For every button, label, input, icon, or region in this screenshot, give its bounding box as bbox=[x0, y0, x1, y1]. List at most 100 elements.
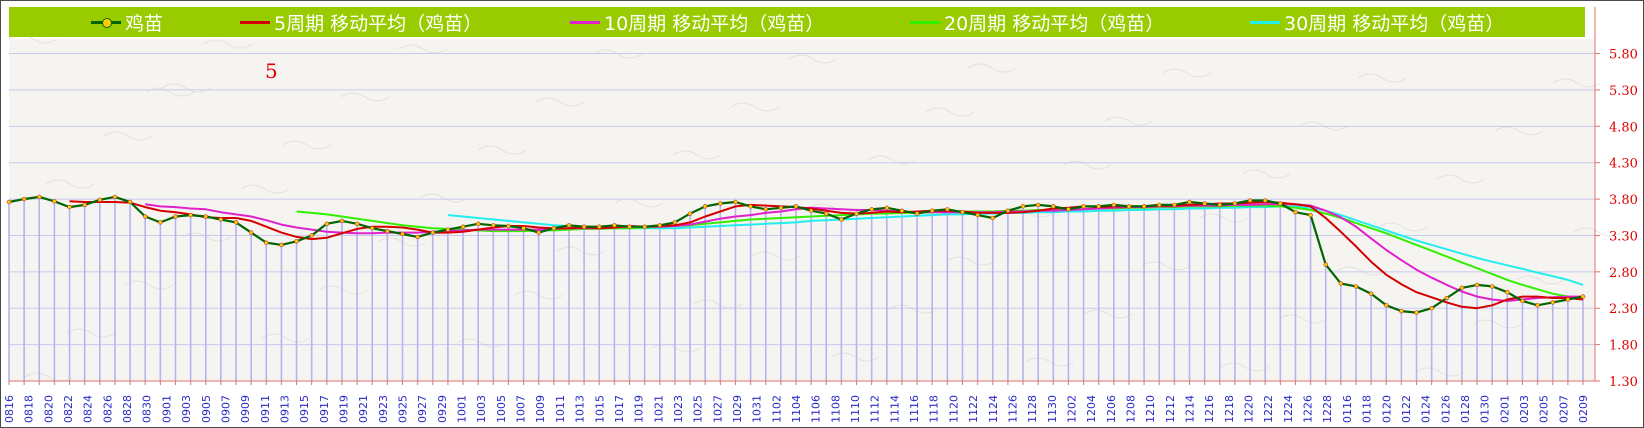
series-marker bbox=[793, 204, 799, 209]
x-tick-label: 1021 bbox=[652, 395, 665, 423]
x-tick-label: 1128 bbox=[1026, 395, 1039, 423]
x-tick-label: 1212 bbox=[1164, 395, 1177, 423]
y-tick-label: 3.80 bbox=[1609, 193, 1638, 208]
x-tick-label: 0824 bbox=[82, 395, 95, 423]
series-marker bbox=[930, 208, 935, 213]
series-marker bbox=[415, 234, 420, 240]
x-tick-label: 1009 bbox=[534, 395, 547, 423]
x-tick-label: 0816 bbox=[3, 395, 16, 423]
series-marker bbox=[612, 223, 617, 228]
x-tick-label: 1220 bbox=[1243, 395, 1256, 423]
legend-item-4: 30周期 移动平均（鸡苗） bbox=[1250, 7, 1504, 37]
x-tick-label: 1003 bbox=[475, 395, 488, 423]
series-marker bbox=[475, 221, 481, 227]
y-tick-label: 4.30 bbox=[1609, 157, 1638, 172]
x-tick-label: 0909 bbox=[239, 395, 252, 423]
series-marker bbox=[21, 196, 27, 202]
x-tick-label: 1108 bbox=[829, 395, 842, 423]
y-tick-label: 1.30 bbox=[1609, 375, 1638, 390]
series-marker bbox=[1035, 202, 1041, 208]
x-tick-label: 0209 bbox=[1577, 395, 1590, 423]
x-tick-label: 1017 bbox=[613, 395, 626, 423]
series-marker bbox=[960, 209, 965, 215]
x-tick-label: 1011 bbox=[554, 395, 567, 423]
x-tick-label: 0122 bbox=[1400, 395, 1413, 423]
legend-swatch-4 bbox=[1250, 20, 1280, 24]
series-marker bbox=[1202, 201, 1207, 206]
series-marker bbox=[143, 214, 148, 219]
series-marker bbox=[1051, 204, 1056, 209]
y-tick-labels: 1.30 1.80 2.30 2.80 3.30 3.80 4.30 4.80 5.30 5.80 bbox=[1609, 48, 1638, 390]
x-tick-label: 0911 bbox=[259, 395, 272, 423]
series-marker bbox=[914, 211, 920, 216]
series-marker bbox=[990, 215, 995, 221]
legend-swatch-2 bbox=[570, 20, 600, 24]
x-tick-label: 1118 bbox=[928, 395, 941, 423]
series-marker bbox=[506, 223, 511, 229]
x-tick-label: 0822 bbox=[62, 395, 75, 423]
x-tick-label: 1122 bbox=[967, 395, 980, 423]
series-marker bbox=[824, 211, 829, 216]
x-tick-label: 1208 bbox=[1124, 395, 1137, 423]
series-marker bbox=[370, 225, 375, 231]
x-tick-label: 1214 bbox=[1184, 395, 1197, 423]
legend-item-1: 5周期 移动平均（鸡苗） bbox=[240, 7, 482, 37]
series-marker bbox=[460, 224, 466, 229]
x-tick-label: 1126 bbox=[1006, 395, 1019, 423]
x-tick-label: 0203 bbox=[1518, 395, 1531, 423]
x-tick-label: 1027 bbox=[711, 395, 724, 423]
x-tick-label: 1202 bbox=[1065, 395, 1078, 423]
series-marker bbox=[551, 225, 557, 231]
series-marker bbox=[279, 242, 284, 248]
legend-label-0: 鸡苗 bbox=[125, 12, 164, 35]
series-markers bbox=[6, 194, 1586, 315]
x-tick-label: 1013 bbox=[574, 395, 587, 423]
series-marker bbox=[1278, 201, 1283, 206]
x-tick-label: 0915 bbox=[298, 395, 311, 423]
series-marker bbox=[1066, 207, 1071, 212]
x-tick-label: 0818 bbox=[23, 395, 36, 423]
series-marker bbox=[1489, 284, 1495, 289]
x-tick-label: 1114 bbox=[888, 395, 901, 423]
x-tick-label: 1224 bbox=[1282, 395, 1295, 423]
plot-texture bbox=[8, 34, 1623, 382]
series-marker bbox=[854, 211, 859, 216]
series-marker bbox=[1126, 204, 1132, 209]
x-tick-label: 1222 bbox=[1262, 395, 1275, 423]
series-marker bbox=[1535, 303, 1540, 308]
series-marker bbox=[430, 230, 435, 235]
x-tick-label: 0205 bbox=[1538, 395, 1551, 423]
x-tick-label: 0826 bbox=[101, 395, 114, 423]
series-marker bbox=[1172, 202, 1177, 208]
series-marker bbox=[1338, 281, 1344, 286]
x-tick-label: 1210 bbox=[1144, 395, 1157, 423]
x-tick-label: 1025 bbox=[692, 395, 705, 423]
series-marker bbox=[1353, 284, 1359, 289]
series-marker bbox=[339, 218, 345, 224]
x-tick-label: 1015 bbox=[593, 395, 606, 423]
legend-item-2: 10周期 移动平均（鸡苗） bbox=[570, 7, 824, 37]
series-marker bbox=[718, 201, 723, 206]
legend-label-1: 5周期 移动平均（鸡苗） bbox=[274, 12, 483, 35]
x-tick-label: 1001 bbox=[456, 395, 469, 423]
series-marker bbox=[763, 207, 768, 212]
x-tick-label: 0913 bbox=[278, 395, 291, 423]
legend-item-3: 20周期 移动平均（鸡苗） bbox=[910, 7, 1164, 37]
x-tick-label: 0207 bbox=[1557, 395, 1570, 423]
series-marker bbox=[945, 207, 950, 212]
series-marker bbox=[491, 223, 496, 228]
series-marker bbox=[627, 224, 632, 229]
y-tick-label: 2.30 bbox=[1609, 302, 1638, 317]
x-tick-label: 1023 bbox=[672, 395, 685, 423]
series-marker bbox=[1187, 199, 1192, 205]
series-marker bbox=[1157, 202, 1162, 208]
series-marker bbox=[657, 223, 662, 228]
series-marker bbox=[445, 227, 451, 232]
x-tick-label: 1019 bbox=[633, 395, 646, 423]
series-marker bbox=[1111, 202, 1117, 208]
series-marker bbox=[385, 228, 390, 234]
x-tick-label: 0907 bbox=[219, 395, 232, 423]
x-tick-label: 0124 bbox=[1420, 395, 1433, 423]
series-marker bbox=[1247, 198, 1253, 203]
drop-bars bbox=[8, 196, 1584, 381]
